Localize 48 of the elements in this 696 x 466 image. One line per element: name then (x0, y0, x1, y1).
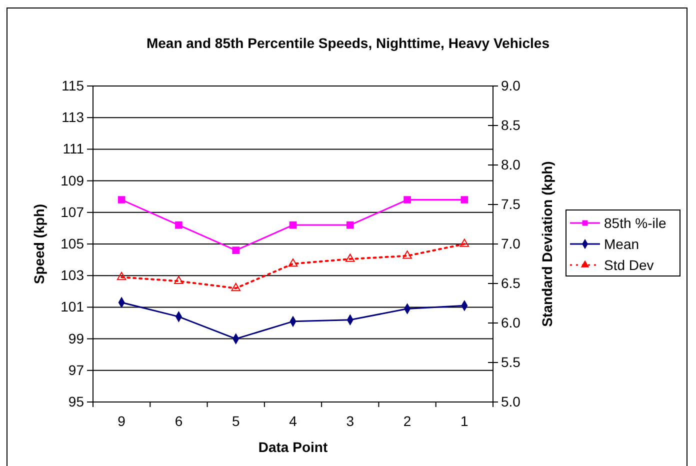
x-tick-label: 6 (174, 413, 183, 429)
y-tick-label: 105 (60, 235, 84, 252)
point (289, 221, 297, 229)
legend-label: Std Dev (604, 257, 654, 273)
y2-tick-label: 6.0 (501, 314, 521, 330)
point (404, 196, 411, 204)
y-tick-label: 109 (60, 172, 84, 188)
x-axis-title: Data Point (258, 439, 328, 455)
point (116, 272, 126, 280)
y-axis-title: Speed (kph) (31, 204, 47, 284)
x-tick-label: 2 (403, 413, 412, 429)
point (288, 258, 298, 267)
y2-tick-label: 9.0 (501, 77, 521, 94)
y2-tick-label: 7.0 (501, 235, 521, 252)
y-tick-label: 107 (60, 204, 84, 220)
y2-tick-label: 8.0 (501, 156, 521, 172)
x-tick-label: 1 (460, 413, 469, 429)
y-tick-label: 115 (62, 77, 84, 94)
point (175, 221, 182, 229)
y-tick-label: 97 (68, 362, 84, 378)
y-tick-label: 111 (62, 140, 84, 157)
point (174, 276, 184, 284)
y-tick-label: 95 (68, 393, 84, 410)
y-tick-label: 101 (60, 298, 84, 315)
chart-title: Mean and 85th Percentile Speeds, Nighttime, Heavy Vehicles (146, 35, 550, 51)
x-tick-label: 9 (118, 413, 126, 429)
legend-label: 85th %-ile (604, 215, 666, 231)
point (402, 250, 412, 259)
legend-label: Mean (604, 236, 640, 252)
point (345, 254, 355, 262)
x-tick-label: 3 (346, 413, 354, 429)
point (231, 282, 241, 292)
x-tick-label: 5 (232, 413, 240, 429)
x-tick-label: 4 (289, 413, 298, 429)
y2-axis-title: Standard Deviation (kph) (539, 161, 555, 327)
y2-tick-label: 5.5 (501, 354, 521, 370)
point (232, 246, 240, 254)
point (460, 196, 468, 204)
point (346, 221, 354, 229)
y2-tick-label: 5.0 (501, 393, 521, 410)
y2-tick-label: 7.5 (501, 196, 521, 212)
point (118, 196, 126, 204)
y2-tick-label: 6.5 (501, 274, 521, 291)
y2-tick-label: 8.5 (501, 116, 521, 133)
y-tick-label: 103 (60, 267, 84, 284)
y-tick-label: 113 (62, 109, 84, 126)
y-tick-label: 99 (68, 330, 84, 346)
point (460, 238, 470, 247)
